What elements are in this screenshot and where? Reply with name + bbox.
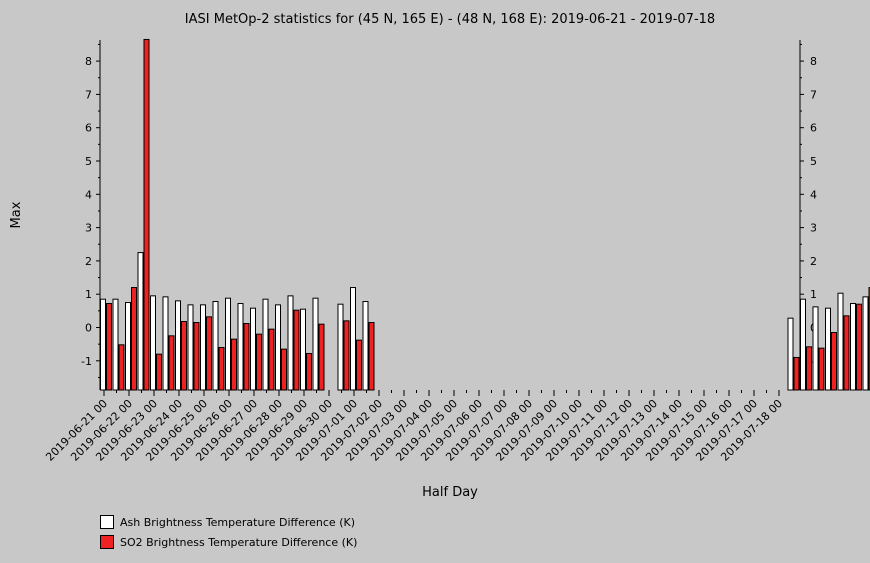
- bar-ash: [137, 252, 144, 391]
- bar-so2: [181, 321, 187, 391]
- y-tick-label-left: -1: [81, 355, 92, 368]
- bar-so2: [206, 316, 212, 391]
- bar-so2: [168, 335, 175, 391]
- bars: [100, 38, 870, 391]
- bar-ash: [812, 306, 819, 391]
- bar-ash: [837, 292, 844, 391]
- bar-ash: [187, 304, 194, 391]
- bar-so2: [243, 323, 250, 391]
- y-tick-label-left: 2: [85, 255, 92, 268]
- chart-title: IASI MetOp-2 statistics for (45 N, 165 E…: [185, 12, 715, 27]
- bar-so2: [218, 346, 225, 391]
- bar-ash: [337, 303, 344, 391]
- bar-ash: [825, 307, 831, 391]
- legend-swatch-so2: [100, 535, 114, 549]
- legend-label-ash: Ash Brightness Temperature Difference (K…: [120, 515, 355, 529]
- y-tick-label-right: 5: [810, 155, 817, 168]
- y-tick-label-left: 1: [85, 288, 92, 301]
- bar-ash: [300, 308, 306, 391]
- bar-ash: [237, 303, 244, 391]
- bar-ash: [200, 304, 206, 391]
- bar-so2: [293, 309, 300, 391]
- bar-so2: [143, 38, 150, 391]
- axes: -1-10011223344556677882019-06-21 002019-…: [43, 40, 821, 464]
- bar-so2: [856, 303, 862, 391]
- bar-ash: [162, 296, 169, 391]
- legend-item-so2: SO2 Brightness Temperature Difference (K…: [100, 532, 357, 552]
- bar-so2: [368, 322, 375, 391]
- bar-ash: [275, 304, 281, 391]
- y-tick-label-right: 2: [810, 255, 817, 268]
- bar-so2: [281, 348, 287, 391]
- bar-so2: [118, 344, 125, 391]
- x-axis-label: Half Day: [422, 485, 478, 500]
- bar-ash: [262, 298, 269, 391]
- y-tick-label-left: 4: [85, 188, 92, 201]
- bar-so2: [231, 338, 237, 391]
- bar-so2: [793, 356, 800, 391]
- bar-so2: [318, 323, 325, 391]
- bar-so2: [356, 339, 362, 391]
- bar-ash: [150, 295, 156, 391]
- bar-so2: [156, 353, 162, 391]
- bar-ash: [850, 303, 856, 391]
- bar-so2: [106, 303, 112, 391]
- y-tick-label-right: 3: [810, 222, 817, 235]
- y-tick-label-right: 7: [810, 88, 817, 101]
- bar-ash: [862, 296, 869, 391]
- bar-ash: [787, 317, 794, 391]
- bar-ash: [125, 302, 131, 391]
- bar-ash: [225, 297, 231, 391]
- y-tick-label-right: 8: [810, 55, 817, 68]
- y-tick-label-left: 8: [85, 55, 92, 68]
- y-tick-label-right: 6: [810, 122, 817, 135]
- y-tick-label-right: 4: [810, 188, 817, 201]
- bar-ash: [800, 298, 806, 391]
- bar-ash: [362, 301, 369, 391]
- bar-so2: [268, 328, 275, 391]
- bar-ash: [312, 297, 319, 391]
- bar-ash: [287, 295, 294, 391]
- bar-ash: [100, 298, 106, 391]
- bar-ash: [112, 298, 119, 391]
- bar-ash: [175, 300, 181, 391]
- y-tick-label-left: 6: [85, 122, 92, 135]
- bar-ash: [250, 307, 256, 391]
- bar-so2: [806, 346, 812, 391]
- bar-so2: [193, 322, 200, 391]
- bar-so2: [843, 315, 850, 391]
- y-tick-label-left: 0: [85, 322, 92, 335]
- y-tick-label-left: 3: [85, 222, 92, 235]
- legend: Ash Brightness Temperature Difference (K…: [100, 512, 357, 552]
- bar-so2: [818, 347, 825, 391]
- bar-so2: [131, 287, 137, 391]
- bar-ash: [350, 287, 356, 391]
- bar-so2: [306, 352, 312, 391]
- bar-ash: [212, 301, 219, 391]
- y-axis-label: Max: [9, 201, 24, 228]
- legend-swatch-ash: [100, 515, 114, 529]
- legend-item-ash: Ash Brightness Temperature Difference (K…: [100, 512, 357, 532]
- bar-so2: [343, 320, 350, 391]
- y-tick-label-right: 1: [810, 288, 817, 301]
- bar-so2: [256, 333, 262, 391]
- bar-so2: [831, 331, 837, 391]
- legend-label-so2: SO2 Brightness Temperature Difference (K…: [120, 535, 358, 549]
- y-tick-label-left: 5: [85, 155, 92, 168]
- y-tick-label-left: 7: [85, 88, 92, 101]
